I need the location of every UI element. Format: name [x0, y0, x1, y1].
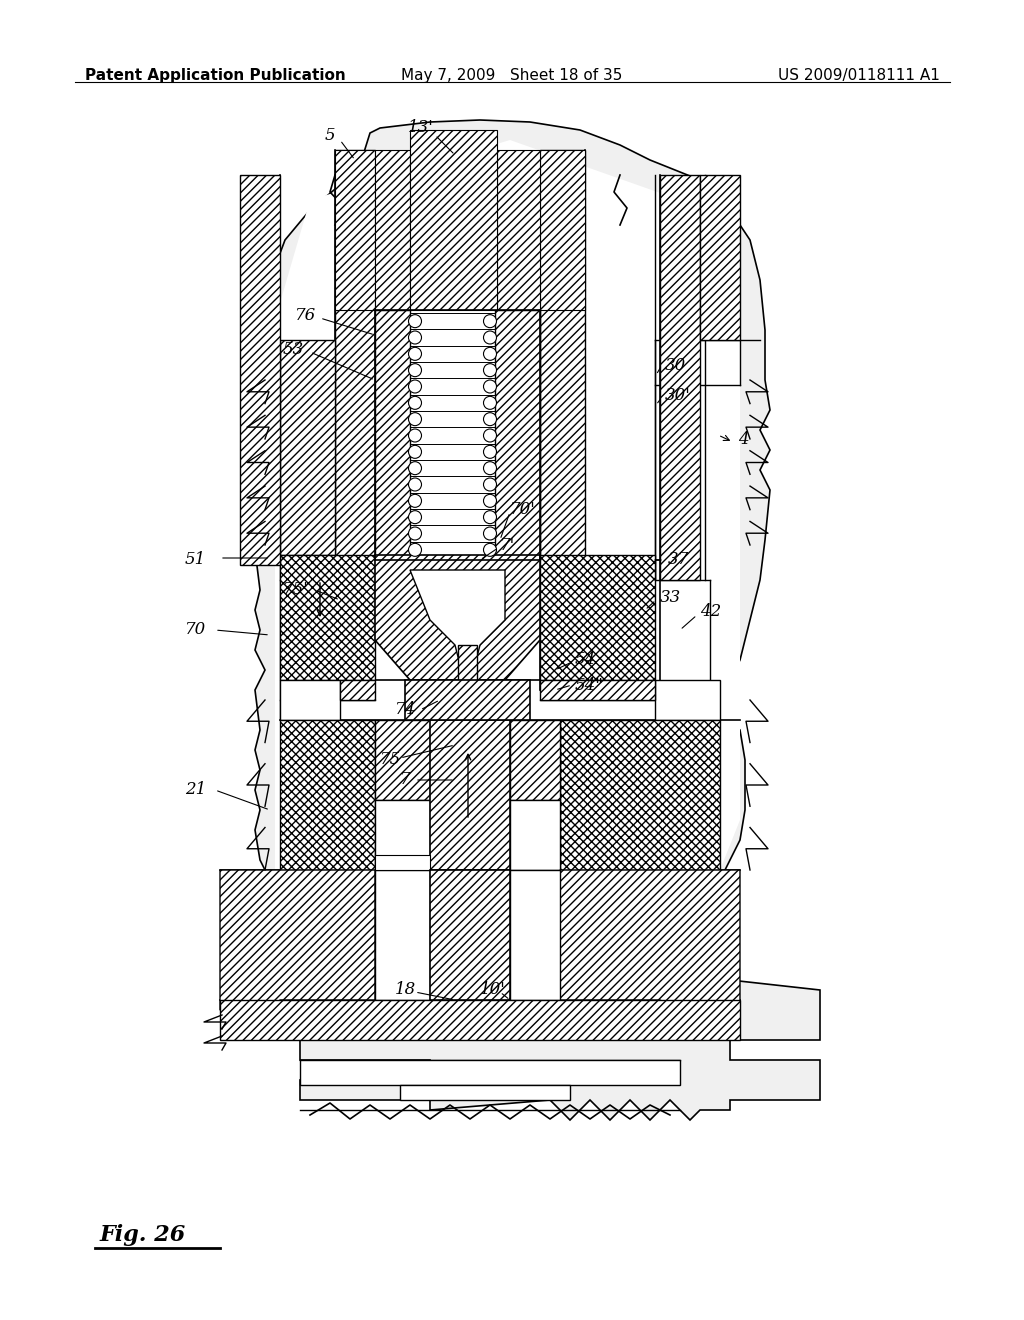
Polygon shape	[375, 719, 430, 800]
Text: 42: 42	[700, 603, 721, 620]
Polygon shape	[375, 870, 430, 1001]
Polygon shape	[406, 680, 530, 719]
Circle shape	[483, 396, 497, 409]
Text: 70': 70'	[510, 502, 536, 519]
Text: 74: 74	[395, 701, 416, 718]
Polygon shape	[280, 680, 340, 719]
Circle shape	[409, 462, 422, 475]
Polygon shape	[275, 140, 740, 931]
Text: 33: 33	[660, 590, 681, 606]
Polygon shape	[510, 800, 560, 870]
Text: 70: 70	[185, 622, 206, 639]
Circle shape	[483, 364, 497, 376]
Circle shape	[483, 544, 497, 556]
Polygon shape	[280, 341, 335, 554]
Text: 51: 51	[185, 552, 206, 569]
Circle shape	[409, 544, 422, 556]
Polygon shape	[540, 554, 655, 680]
Circle shape	[483, 331, 497, 345]
Text: 5: 5	[325, 127, 336, 144]
Polygon shape	[400, 1085, 570, 1100]
Circle shape	[409, 413, 422, 425]
Text: 30': 30'	[665, 387, 691, 404]
Circle shape	[409, 314, 422, 327]
Circle shape	[483, 462, 497, 475]
Polygon shape	[430, 719, 510, 870]
Polygon shape	[560, 870, 740, 1010]
Polygon shape	[410, 570, 505, 668]
Polygon shape	[220, 1001, 740, 1040]
Polygon shape	[540, 150, 585, 310]
Circle shape	[483, 511, 497, 524]
Polygon shape	[335, 150, 375, 310]
Circle shape	[409, 494, 422, 507]
Polygon shape	[340, 680, 375, 700]
Circle shape	[409, 445, 422, 458]
Polygon shape	[497, 150, 540, 310]
Polygon shape	[510, 870, 560, 1001]
Circle shape	[483, 429, 497, 442]
Polygon shape	[375, 554, 540, 680]
Polygon shape	[655, 680, 720, 719]
Text: 75': 75'	[283, 582, 309, 598]
Circle shape	[409, 380, 422, 393]
Text: 21: 21	[185, 781, 206, 799]
Circle shape	[409, 511, 422, 524]
Text: 7: 7	[400, 771, 411, 788]
Circle shape	[409, 429, 422, 442]
Circle shape	[483, 445, 497, 458]
Polygon shape	[280, 719, 375, 870]
Polygon shape	[375, 150, 410, 310]
Polygon shape	[430, 870, 510, 1001]
Polygon shape	[335, 150, 375, 560]
Polygon shape	[540, 680, 655, 700]
Circle shape	[483, 494, 497, 507]
Polygon shape	[510, 719, 560, 800]
Text: 54: 54	[575, 652, 596, 668]
Circle shape	[483, 314, 497, 327]
Polygon shape	[240, 176, 280, 565]
Circle shape	[409, 347, 422, 360]
Text: Fig. 26: Fig. 26	[100, 1224, 186, 1246]
Polygon shape	[540, 150, 585, 560]
Polygon shape	[375, 855, 430, 870]
Polygon shape	[560, 719, 720, 870]
Polygon shape	[375, 800, 430, 870]
Polygon shape	[220, 870, 375, 1010]
Text: 13': 13'	[408, 120, 434, 136]
Polygon shape	[255, 120, 820, 1119]
Polygon shape	[280, 554, 375, 680]
Polygon shape	[300, 1060, 680, 1085]
Circle shape	[409, 478, 422, 491]
Polygon shape	[375, 310, 410, 560]
Text: 7': 7'	[500, 536, 515, 553]
Polygon shape	[495, 310, 540, 560]
Text: 76: 76	[295, 306, 316, 323]
Text: 10': 10'	[480, 982, 506, 998]
Text: 53: 53	[283, 342, 304, 359]
Text: 4: 4	[738, 432, 749, 449]
Circle shape	[483, 478, 497, 491]
Polygon shape	[410, 129, 497, 310]
Polygon shape	[458, 645, 477, 690]
Text: US 2009/0118111 A1: US 2009/0118111 A1	[778, 69, 940, 83]
Text: 18: 18	[395, 982, 416, 998]
Text: 75: 75	[380, 751, 401, 768]
Polygon shape	[700, 176, 740, 341]
Text: Patent Application Publication: Patent Application Publication	[85, 69, 346, 83]
Circle shape	[409, 364, 422, 376]
Text: 54": 54"	[575, 676, 604, 693]
Text: 37: 37	[668, 552, 689, 569]
Polygon shape	[660, 176, 700, 579]
Circle shape	[409, 331, 422, 345]
Circle shape	[483, 347, 497, 360]
Circle shape	[483, 527, 497, 540]
Circle shape	[409, 396, 422, 409]
Circle shape	[483, 380, 497, 393]
Circle shape	[409, 527, 422, 540]
Text: May 7, 2009   Sheet 18 of 35: May 7, 2009 Sheet 18 of 35	[401, 69, 623, 83]
Circle shape	[483, 413, 497, 425]
Text: 30: 30	[665, 356, 686, 374]
